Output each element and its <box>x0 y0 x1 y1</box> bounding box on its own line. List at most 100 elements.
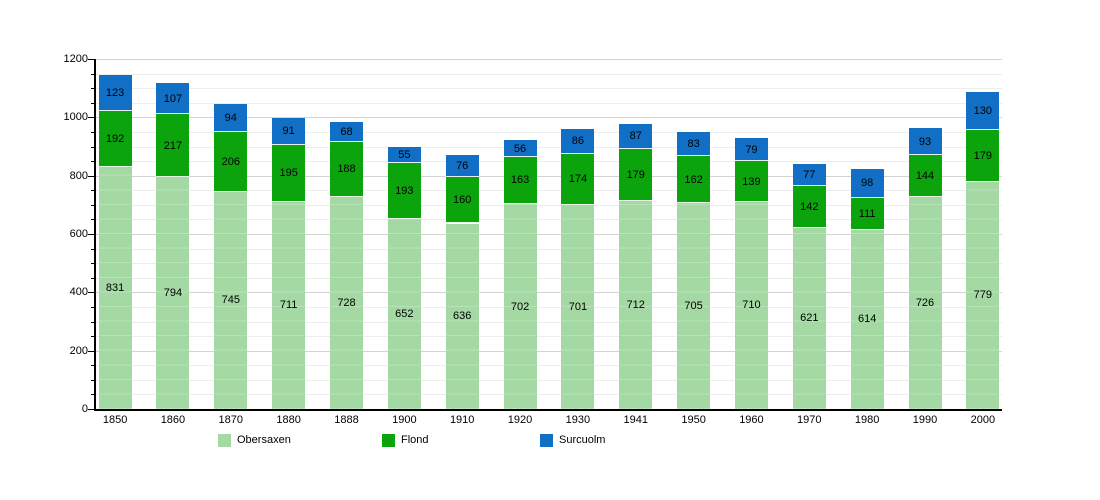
segment-value-label: 86 <box>571 135 585 148</box>
major-gridline <box>95 175 1002 177</box>
bar-segment-obersaxen-1930: 701 <box>561 204 595 409</box>
bar-segment-surcuolm-1900: 55 <box>387 146 421 163</box>
minor-gridline <box>95 379 1002 381</box>
bar-segment-obersaxen-1960: 710 <box>734 201 768 409</box>
x-tick-label-1850: 1850 <box>102 414 128 426</box>
y-major-tick <box>88 117 95 119</box>
minor-gridline <box>95 365 1002 367</box>
bar-segment-surcuolm-1870: 94 <box>214 104 248 132</box>
bar-segment-obersaxen-1950: 705 <box>677 203 711 409</box>
segment-value-label: 710 <box>742 299 761 312</box>
segment-value-label: 621 <box>800 312 819 325</box>
segment-value-label: 144 <box>915 170 935 183</box>
segment-value-label: 142 <box>800 201 819 214</box>
bar-segment-surcuolm-1888: 68 <box>330 122 363 142</box>
segment-value-label: 179 <box>973 149 993 162</box>
y-major-tick <box>88 292 95 294</box>
x-tick-label-1960: 1960 <box>739 414 764 426</box>
segment-value-label: 94 <box>224 111 237 124</box>
segment-value-label: 162 <box>684 173 703 186</box>
segment-value-label: 77 <box>803 169 816 182</box>
segment-value-label: 614 <box>857 313 877 326</box>
x-tick-label-1970: 1970 <box>797 414 822 426</box>
minor-gridline <box>95 190 1002 192</box>
x-tick-label-2000: 2000 <box>970 414 996 426</box>
y-minor-tick <box>91 73 95 75</box>
segment-value-label: 794 <box>163 287 183 300</box>
bar-segment-surcuolm-1970: 77 <box>792 164 826 187</box>
segment-value-label: 636 <box>453 310 472 323</box>
x-tick-label-1870: 1870 <box>218 414 244 426</box>
bar-segment-surcuolm-1990: 93 <box>908 128 942 156</box>
bar-segment-surcuolm-1980: 98 <box>850 168 884 198</box>
y-minor-tick <box>91 219 95 221</box>
surcuolm-swatch-icon <box>540 433 553 447</box>
y-minor-tick <box>91 379 95 381</box>
y-major-tick <box>88 350 95 352</box>
bar-segment-obersaxen-1941: 712 <box>619 201 653 409</box>
y-minor-tick <box>91 394 95 396</box>
y-minor-tick <box>91 336 95 338</box>
bar-segment-surcuolm-1850: 123 <box>98 74 132 111</box>
segment-value-label: 68 <box>340 125 353 138</box>
bar-segment-flond-1920: 163 <box>503 156 537 205</box>
minor-gridline <box>95 73 1002 75</box>
x-axis-line <box>94 409 1002 411</box>
bar-segment-surcuolm-1920: 56 <box>503 140 537 157</box>
major-gridline <box>95 292 1002 294</box>
bar-segment-surcuolm-1930: 86 <box>561 128 595 154</box>
minor-gridline <box>95 88 1002 90</box>
minor-gridline <box>95 161 1002 163</box>
bar-segment-obersaxen-1970: 621 <box>792 227 826 409</box>
segment-value-label: 193 <box>395 184 414 197</box>
segment-value-label: 701 <box>568 300 588 313</box>
bar-segment-flond-1880: 195 <box>272 144 306 202</box>
x-tick-label-1900: 1900 <box>392 414 417 426</box>
segment-value-label: 160 <box>453 194 472 207</box>
bar-segment-flond-2000: 179 <box>966 129 1000 182</box>
y-major-tick <box>88 59 95 60</box>
y-minor-tick <box>91 365 95 367</box>
y-minor-tick <box>91 248 95 250</box>
y-major-tick <box>88 175 95 177</box>
segment-value-label: 87 <box>629 130 642 143</box>
bar-segment-flond-1950: 162 <box>677 156 711 204</box>
segment-value-label: 188 <box>337 163 356 176</box>
y-minor-tick <box>91 146 95 148</box>
bar-segment-surcuolm-1960: 79 <box>734 138 768 162</box>
minor-gridline <box>95 277 1002 279</box>
segment-value-label: 174 <box>568 173 588 186</box>
bar-segment-obersaxen-1888: 728 <box>330 196 363 409</box>
segment-value-label: 712 <box>626 299 645 312</box>
legend-item-surcuolm: Surcuolm <box>540 433 605 447</box>
bar-segment-obersaxen-1880: 711 <box>272 201 306 409</box>
bar-segment-flond-1970: 142 <box>792 186 826 228</box>
bar-segment-obersaxen-1920: 702 <box>503 204 537 409</box>
y-minor-tick <box>91 88 95 90</box>
x-tick-label-1860: 1860 <box>160 414 186 426</box>
bar-segment-obersaxen-1990: 726 <box>908 197 942 409</box>
y-minor-tick <box>91 161 95 163</box>
y-tick-label: 1000 <box>63 111 88 124</box>
segment-value-label: 123 <box>105 86 125 99</box>
segment-value-label: 55 <box>398 148 411 161</box>
x-tick-label-1920: 1920 <box>507 414 533 426</box>
segment-value-label: 76 <box>456 159 469 172</box>
major-gridline <box>95 350 1002 352</box>
bar-segment-flond-1900: 193 <box>387 162 421 219</box>
segment-value-label: 163 <box>510 174 530 187</box>
bar-segment-flond-1990: 144 <box>908 155 942 198</box>
segment-value-label: 745 <box>221 294 240 307</box>
bar-segment-flond-1850: 192 <box>98 110 132 167</box>
y-minor-tick <box>91 263 95 265</box>
x-tick-label-1888: 1888 <box>334 414 359 426</box>
minor-gridline <box>95 394 1002 396</box>
bar-segment-surcuolm-2000: 130 <box>966 91 1000 130</box>
bar-segment-flond-1860: 217 <box>156 114 190 178</box>
minor-gridline <box>95 102 1002 104</box>
y-tick-label: 400 <box>69 286 88 299</box>
bar-segment-flond-1888: 188 <box>330 141 363 197</box>
major-gridline <box>95 117 1002 119</box>
segment-value-label: 652 <box>395 307 414 320</box>
segment-value-label: 91 <box>282 125 295 138</box>
